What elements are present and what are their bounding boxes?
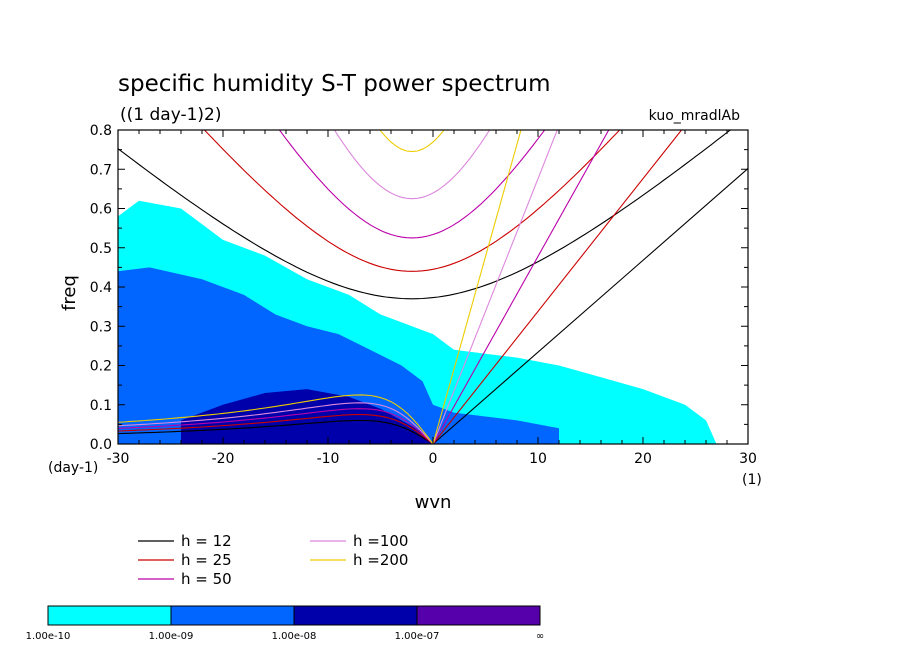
y-tick-label: 0.2 — [90, 359, 112, 375]
colorbar-swatch — [47, 605, 172, 626]
y-axis-label: freq — [59, 275, 80, 311]
legend-label: h =200 — [353, 551, 408, 569]
inertia-gravity-curve-h25 — [203, 130, 621, 272]
rossby-curve-h50 — [118, 408, 434, 444]
colorbar-label: ∞ — [536, 631, 544, 642]
x-tick-label: -20 — [212, 451, 235, 467]
legend-label: h = 12 — [181, 532, 232, 550]
legend-label: h = 25 — [181, 551, 232, 569]
spectrum-region-2 — [118, 267, 559, 444]
colorbar-swatch — [170, 605, 295, 626]
dispersion-curves — [118, 130, 748, 444]
kelvin-curve-h25 — [432, 130, 682, 444]
y-tick-label: 0.1 — [90, 398, 112, 414]
x-tick-label: 30 — [739, 451, 757, 467]
axis-ticks: -30 -20 -10 0 10 20 30 0.0 0.1 0.2 0.3 0.4 0.5 0.6 0.7… — [90, 123, 757, 467]
y-unit-label: (day-1) — [48, 460, 98, 476]
x-tick-label: -30 — [107, 451, 130, 467]
y-tick-label: 0.8 — [90, 123, 112, 139]
y-tick-label: 0.3 — [90, 319, 112, 335]
y-tick-label: 0.6 — [90, 202, 112, 218]
x-tick-label: 10 — [529, 451, 547, 467]
legend-label: h = 50 — [181, 570, 232, 588]
inertia-gravity-curve-h200 — [379, 130, 445, 153]
x-unit-label: (1) — [742, 472, 762, 488]
x-tick-label: 20 — [634, 451, 652, 467]
rossby-curve-h100 — [118, 402, 434, 444]
x-axis-label: wvn — [415, 492, 452, 513]
y-tick-label: 0.0 — [90, 437, 112, 453]
kelvin-curve-h100 — [432, 130, 558, 444]
spectrum-region-3 — [181, 389, 433, 444]
kelvin-curve-h50 — [432, 130, 610, 444]
colorbar-label: 1.00e-09 — [149, 631, 194, 642]
colorbar-label: 1.00e-08 — [272, 631, 317, 642]
chart-title: specific humidity S-T power spectrum — [118, 71, 550, 97]
inertia-gravity-curve-h50 — [278, 130, 546, 239]
kelvin-curve-h12 — [432, 167, 748, 444]
rossby-curve-h25 — [118, 414, 434, 444]
y-tick-label: 0.4 — [90, 280, 112, 296]
y-tick-label: 0.7 — [90, 162, 112, 178]
rossby-curve-h12 — [118, 419, 434, 444]
colorbar-label: 1.00e-10 — [26, 631, 71, 642]
inertia-gravity-curve-h12 — [118, 130, 732, 300]
x-tick-label: -10 — [317, 451, 340, 467]
inertia-gravity-curve-h100 — [333, 130, 491, 200]
chart-tag: kuo_mradlAb — [649, 108, 740, 124]
kelvin-curve-h200 — [432, 130, 522, 444]
rossby-curve-h200 — [118, 394, 434, 444]
colorbar: 1.00e-10 1.00e-09 1.00e-08 1.00e-07 ∞ — [26, 605, 544, 642]
colorbar-label: 1.00e-07 — [395, 631, 440, 642]
colorbar-swatch — [293, 605, 418, 626]
spectrum-regions — [118, 200, 717, 444]
chart-subtitle: ((1 day-1)2) — [120, 105, 222, 125]
colorbar-swatch — [416, 605, 541, 626]
y-tick-label: 0.5 — [90, 241, 112, 257]
x-tick-label: 0 — [429, 451, 438, 467]
legend-label: h =100 — [353, 532, 408, 550]
